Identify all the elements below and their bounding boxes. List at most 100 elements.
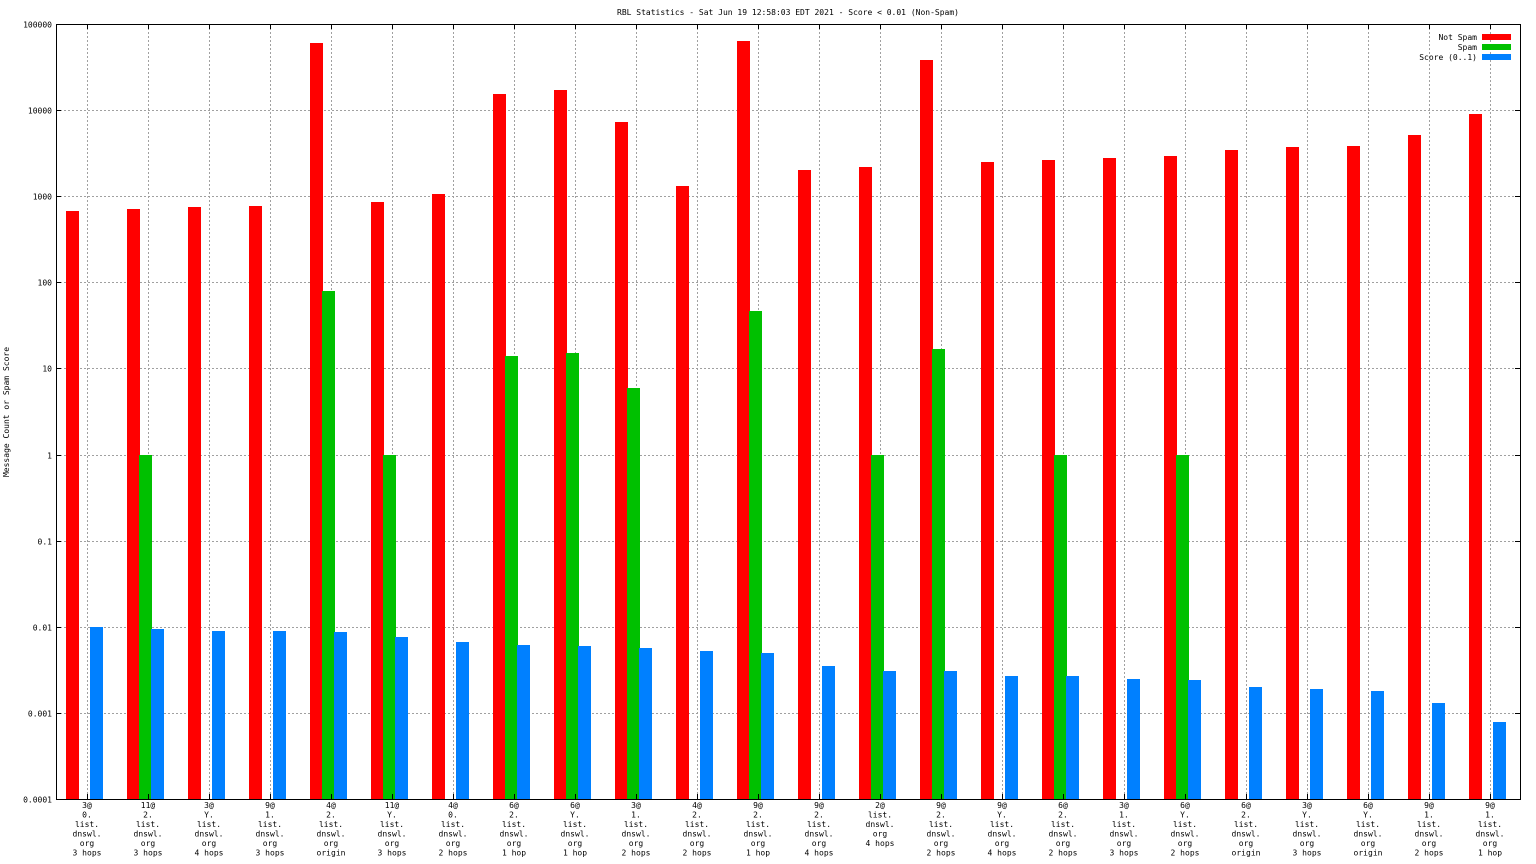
bar-not-spam — [554, 90, 567, 799]
x-tick-label-line: 6@ — [509, 801, 519, 810]
y-axis-ticks: 100000 10000 1000 100 10 1 0.1 0.01 0.001 0.0001 — [23, 21, 1520, 805]
x-tick-label-line: dnswl. — [683, 830, 712, 839]
x-tick-label-line: list. — [807, 820, 831, 829]
bar-spam — [932, 349, 945, 799]
bar-score-0-1 — [944, 671, 957, 799]
bar-score-0-1 — [395, 637, 408, 799]
bar-score-0-1 — [273, 631, 286, 799]
x-tick-label-line: 0. — [82, 811, 92, 820]
x-tick-label-line: 0. — [448, 811, 458, 820]
x-tick-label-line: dnswl. — [256, 830, 285, 839]
x-tick-label-line: 9@ — [1485, 801, 1495, 810]
x-tick-label-line: 1 hop — [563, 849, 587, 858]
plot-frame — [56, 24, 1521, 800]
x-tick-label-line: org — [1300, 839, 1315, 848]
x-tick-label-line: 2. — [753, 811, 763, 820]
bar-spam — [322, 291, 335, 799]
legend-swatch — [1482, 34, 1511, 40]
x-tick-label-line: dnswl. — [1293, 830, 1322, 839]
x-tick-label-line: 3@ — [82, 801, 92, 810]
x-tick-label-line: 2 hops — [439, 849, 468, 858]
x-tick-label-line: dnswl. — [1476, 830, 1505, 839]
x-tick-label-line: org — [629, 839, 644, 848]
x-tick-label: 9@ 2. list. dnswl. org 4 hops — [805, 801, 834, 858]
bar-not-spam — [1225, 150, 1238, 799]
bar-not-spam — [127, 209, 140, 799]
bar-spam — [627, 388, 640, 799]
x-tick-label-line: 4 hops — [805, 849, 834, 858]
x-tick-label-line: list. — [197, 820, 221, 829]
bar-score-0-1 — [1127, 679, 1140, 799]
x-tick-label-line: org — [873, 830, 888, 839]
x-tick-label: 6@ 2. list. dnswl. org 2 hops — [1049, 801, 1078, 858]
x-tick-label-line: 2. — [509, 811, 519, 820]
x-tick-label: 6@ 2. list. dnswl. org 1 hop — [500, 801, 529, 858]
bar-not-spam — [310, 43, 323, 799]
x-tick-label-line: 9@ — [753, 801, 763, 810]
x-tick-label-line: 11@ — [141, 801, 156, 810]
x-tick-label-line: 4@ — [692, 801, 702, 810]
x-tick-label-line: list. — [1417, 820, 1441, 829]
bar-not-spam — [798, 170, 811, 799]
y-tick-label: 10 — [42, 365, 52, 374]
x-tick-label-line: 9@ — [265, 801, 275, 810]
bar-not-spam — [1408, 135, 1421, 799]
bar-spam — [1054, 455, 1067, 799]
x-tick-label: 9@ 2. list. dnswl. org 2 hops — [927, 801, 956, 858]
bar-spam — [139, 455, 152, 799]
x-tick-label-line: org — [934, 839, 949, 848]
x-tick-label-line: org — [751, 839, 766, 848]
x-tick-label-line: Y. — [387, 811, 397, 820]
x-tick-label-line: dnswl. — [622, 830, 651, 839]
x-tick-label-line: dnswl. — [317, 830, 346, 839]
x-tick-label-line: 1. — [1119, 811, 1129, 820]
x-tick-label-line: dnswl. — [744, 830, 773, 839]
x-tick-label-line: org — [812, 839, 827, 848]
y-tick-label: 100 — [38, 279, 53, 288]
bar-not-spam — [66, 211, 79, 799]
x-tick-label-line: 1. — [631, 811, 641, 820]
bar-not-spam — [615, 122, 628, 799]
x-tick-label-line: 2 hops — [1415, 849, 1444, 858]
x-tick-label-line: dnswl. — [439, 830, 468, 839]
legend-label: Spam — [1458, 43, 1477, 52]
x-tick-label-line: dnswl. — [866, 820, 895, 829]
bar-score-0-1 — [1188, 680, 1201, 799]
x-tick-label-line: 9@ — [1424, 801, 1434, 810]
x-tick-label-line: 4 hops — [988, 849, 1017, 858]
x-tick-label-line: 2 hops — [927, 849, 956, 858]
x-tick-label-line: 6@ — [1241, 801, 1251, 810]
x-tick-label-line: Y. — [1180, 811, 1190, 820]
x-tick-label-line: 4 hops — [866, 839, 895, 848]
x-tick-label-line: list. — [380, 820, 404, 829]
x-tick-label: 3@ Y. list. dnswl. org 4 hops — [195, 801, 224, 858]
bar-not-spam — [371, 202, 384, 799]
x-tick-label: 9@ 1. list. dnswl. org 2 hops — [1415, 801, 1444, 858]
x-tick-label-line: 1 hop — [1478, 849, 1502, 858]
y-tick-label: 1000 — [33, 193, 52, 202]
bar-spam — [505, 356, 518, 799]
x-tick-label-line: 6@ — [1363, 801, 1373, 810]
bar-score-0-1 — [1432, 703, 1445, 799]
x-tick-label: 6@ Y. list. dnswl. org origin — [1354, 801, 1383, 858]
legend-swatch — [1482, 54, 1511, 60]
x-tick-label-line: org — [263, 839, 278, 848]
bar-not-spam — [859, 167, 872, 799]
x-tick-label-line: list. — [1478, 820, 1502, 829]
x-tick-label-line: origin — [1354, 849, 1383, 858]
x-tick-label-line: dnswl. — [1110, 830, 1139, 839]
x-tick-label: 3@ Y. list. dnswl. org 3 hops — [1293, 801, 1322, 858]
bar-not-spam — [1347, 146, 1360, 799]
x-tick-label: 2@ list. dnswl. org 4 hops — [866, 801, 895, 848]
bar-not-spam — [1164, 156, 1177, 799]
x-tick-label-line: list. — [75, 820, 99, 829]
x-tick-label: 6@ Y. list. dnswl. org 1 hop — [561, 801, 590, 858]
bar-not-spam — [1042, 160, 1055, 799]
x-tick-label-line: dnswl. — [195, 830, 224, 839]
bar-score-0-1 — [1005, 676, 1018, 799]
x-tick-label-line: org — [568, 839, 583, 848]
x-tick-label-line: 2 hops — [622, 849, 651, 858]
bar-spam — [871, 455, 884, 799]
x-tick-label-line: dnswl. — [1354, 830, 1383, 839]
